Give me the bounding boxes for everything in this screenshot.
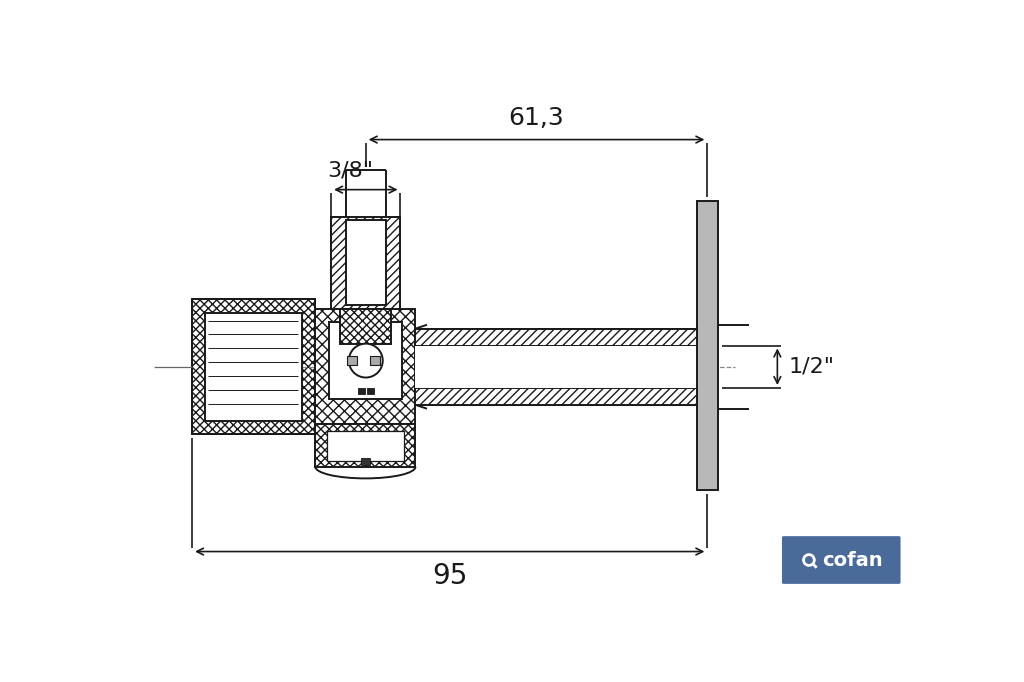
- Bar: [696, 201, 718, 490]
- Bar: [416, 346, 696, 388]
- Text: 3/8": 3/8": [328, 160, 374, 181]
- Bar: [315, 309, 416, 424]
- Bar: [371, 356, 380, 365]
- Bar: [193, 299, 315, 434]
- Bar: [205, 313, 301, 421]
- Bar: [347, 356, 356, 365]
- Bar: [315, 424, 416, 467]
- Bar: [416, 329, 696, 346]
- Bar: [330, 322, 402, 399]
- Bar: [331, 217, 400, 309]
- Bar: [346, 220, 386, 305]
- Text: 61,3: 61,3: [509, 106, 564, 130]
- Text: cofan: cofan: [822, 550, 883, 569]
- Circle shape: [349, 344, 383, 378]
- FancyBboxPatch shape: [782, 536, 900, 584]
- Text: 1/2": 1/2": [788, 357, 835, 376]
- Bar: [340, 309, 391, 344]
- Bar: [368, 387, 374, 394]
- Bar: [416, 388, 696, 405]
- Text: 95: 95: [432, 563, 467, 591]
- Bar: [360, 458, 370, 465]
- Bar: [358, 387, 365, 394]
- Bar: [327, 430, 403, 460]
